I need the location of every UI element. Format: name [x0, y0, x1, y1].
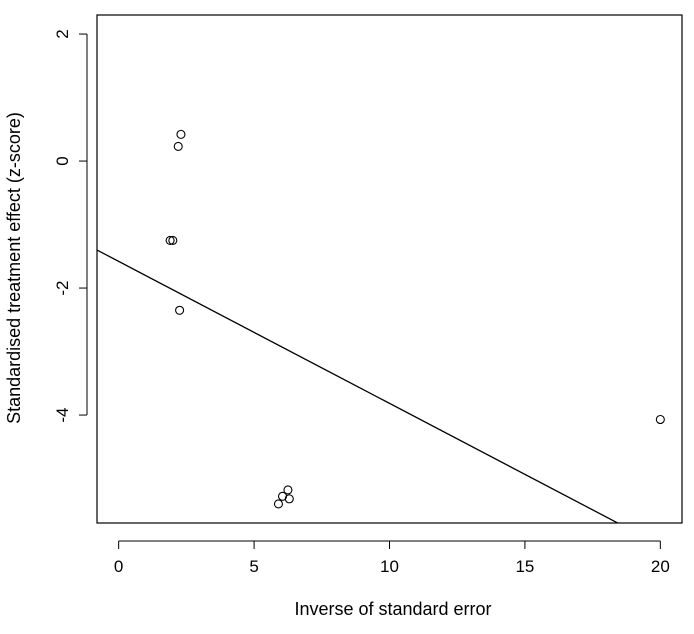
x-tick-label: 10: [380, 557, 399, 576]
x-tick-label: 5: [249, 557, 258, 576]
data-point: [273, 499, 284, 509]
data-point: [655, 414, 665, 425]
x-tick-label: 0: [114, 557, 123, 576]
y-tick-label: -2: [53, 280, 72, 295]
y-tick-label: 0: [53, 156, 72, 165]
x-tick-label: 20: [651, 557, 670, 576]
x-tick-label: 15: [515, 557, 534, 576]
data-point: [283, 485, 293, 495]
y-tick-label: 2: [53, 29, 72, 38]
x-axis: 0 5 10 15 20: [114, 540, 670, 576]
plot-area: [97, 129, 665, 523]
y-axis: 2 0 -2 -4: [53, 29, 88, 423]
x-axis-title: Inverse of standard error: [294, 599, 491, 619]
data-point: [168, 235, 178, 245]
regression-line: [97, 249, 620, 523]
plot-frame: [96, 14, 683, 524]
data-point: [176, 129, 186, 139]
y-axis-title: Standardised treatment effect (z-score): [4, 112, 24, 424]
data-point: [173, 141, 183, 151]
y-tick-label: -4: [53, 407, 72, 422]
data-point: [284, 494, 294, 504]
data-point: [165, 235, 175, 245]
data-point: [175, 305, 185, 315]
